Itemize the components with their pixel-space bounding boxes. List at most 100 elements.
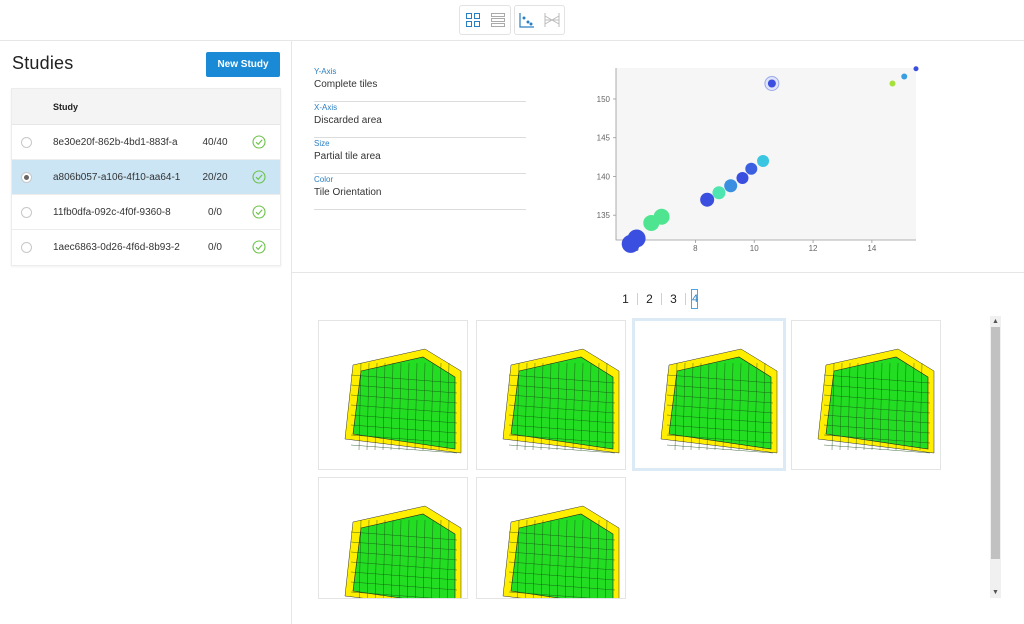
tile-grid-line bbox=[508, 404, 616, 414]
tile-grid-line bbox=[722, 362, 726, 451]
tile-grid-line bbox=[666, 374, 774, 384]
tile-grid-line bbox=[414, 519, 418, 608]
page-1[interactable]: 1 bbox=[622, 292, 629, 306]
data-point[interactable] bbox=[653, 208, 670, 225]
tile-grid-line bbox=[871, 362, 875, 451]
scroll-down-icon[interactable]: ▼ bbox=[992, 589, 999, 596]
result-thumbnail[interactable] bbox=[791, 320, 941, 470]
results-scrollbar[interactable]: ▲ ▼ bbox=[990, 316, 1001, 598]
tile-grid-line bbox=[508, 581, 616, 591]
tile-grid-line bbox=[564, 362, 568, 451]
tile-grid-line bbox=[564, 519, 568, 608]
tile-grid-line bbox=[879, 362, 883, 451]
data-point[interactable] bbox=[901, 73, 908, 80]
tile-grid-line bbox=[366, 519, 370, 608]
parallel-coordinates-button[interactable] bbox=[540, 6, 565, 34]
page-2[interactable]: 2 bbox=[646, 292, 653, 306]
data-point[interactable] bbox=[712, 186, 726, 200]
tile-grid-line bbox=[398, 362, 402, 451]
grid-view-button[interactable] bbox=[460, 6, 485, 34]
tile-grid-line bbox=[508, 394, 616, 404]
tile-layout-preview bbox=[502, 348, 620, 454]
scroll-up-icon[interactable]: ▲ bbox=[992, 318, 999, 325]
y-axis-setting[interactable]: Y-Axis Complete tiles bbox=[314, 66, 526, 102]
scrollbar-thumb[interactable] bbox=[991, 327, 1000, 559]
data-point[interactable] bbox=[700, 192, 715, 207]
result-thumbnail[interactable] bbox=[476, 477, 626, 611]
page-3[interactable]: 3 bbox=[670, 292, 677, 306]
tile-grid-line bbox=[823, 394, 931, 404]
study-radio[interactable] bbox=[21, 207, 32, 218]
tile-grid-line bbox=[406, 519, 410, 608]
tile-grid-line bbox=[666, 384, 774, 394]
y-tick-label: 150 bbox=[597, 95, 611, 104]
x-axis-value[interactable]: Discarded area bbox=[314, 115, 382, 126]
tile-grid-line bbox=[911, 362, 915, 451]
study-id: 11fb0dfa-092c-4f0f-9360-8 bbox=[53, 206, 171, 218]
scatter-view-button[interactable] bbox=[515, 6, 540, 34]
study-count: 40/40 bbox=[202, 136, 228, 148]
tile-grid-line bbox=[823, 424, 931, 434]
study-radio[interactable] bbox=[21, 172, 32, 183]
tile-grid-line bbox=[548, 362, 552, 451]
tile-grid-line bbox=[508, 531, 616, 541]
new-study-button[interactable]: New Study bbox=[206, 52, 280, 77]
x-tick-label: 12 bbox=[809, 244, 818, 253]
study-radio[interactable] bbox=[21, 242, 32, 253]
page-separator bbox=[685, 293, 686, 305]
size-value[interactable]: Partial tile area bbox=[314, 151, 381, 162]
data-point[interactable] bbox=[736, 172, 749, 185]
tile-grid-line bbox=[350, 581, 458, 591]
tile-grid-line bbox=[580, 519, 584, 608]
data-point[interactable] bbox=[627, 229, 646, 248]
data-point[interactable] bbox=[913, 66, 919, 72]
tile-grid-line bbox=[390, 362, 394, 451]
study-count: 20/20 bbox=[202, 171, 228, 183]
tile-grid-line bbox=[350, 414, 458, 424]
tile-grid-line bbox=[666, 424, 774, 434]
tile-grid-line bbox=[446, 362, 450, 451]
tile-grid-line bbox=[350, 384, 458, 394]
tile-grid-line bbox=[438, 519, 442, 608]
tile-grid-line bbox=[690, 362, 694, 451]
list-view-button[interactable] bbox=[485, 6, 510, 34]
tile-layout-preview bbox=[817, 348, 935, 454]
x-axis-label: X-Axis bbox=[314, 103, 338, 112]
color-value[interactable]: Tile Orientation bbox=[314, 187, 382, 198]
tile-grid-line bbox=[887, 362, 891, 451]
tile-grid-line bbox=[438, 362, 442, 451]
tile-grid-line bbox=[430, 519, 434, 608]
tile-grid-line bbox=[604, 519, 608, 608]
y-axis-value[interactable]: Complete tiles bbox=[314, 79, 378, 90]
data-point[interactable] bbox=[745, 162, 758, 175]
data-point[interactable] bbox=[889, 80, 896, 87]
tile-grid-line bbox=[580, 362, 584, 451]
section-divider bbox=[292, 272, 1024, 273]
result-thumbnail[interactable] bbox=[318, 320, 468, 470]
size-setting[interactable]: Size Partial tile area bbox=[314, 138, 526, 174]
tile-grid-line bbox=[847, 362, 851, 451]
y-tick-label: 145 bbox=[597, 134, 611, 143]
page-4[interactable]: 4 bbox=[691, 289, 698, 309]
result-thumbnail[interactable] bbox=[476, 320, 626, 470]
result-thumbnail[interactable] bbox=[318, 477, 468, 611]
study-id: 8e30e20f-862b-4bd1-883f-a bbox=[53, 136, 178, 148]
tile-grid-line bbox=[895, 362, 899, 451]
color-setting[interactable]: Color Tile Orientation bbox=[314, 174, 526, 210]
study-radio[interactable] bbox=[21, 137, 32, 148]
plot-axes bbox=[615, 68, 916, 241]
study-row[interactable]: a806b057-a106-4f10-aa64-1 20/20 bbox=[12, 160, 280, 195]
data-point[interactable] bbox=[767, 79, 776, 88]
study-row[interactable]: 11fb0dfa-092c-4f0f-9360-8 0/0 bbox=[12, 195, 280, 230]
data-point[interactable] bbox=[724, 179, 738, 193]
study-row[interactable]: 1aec6863-0d26-4f6d-8b93-2 0/0 bbox=[12, 230, 280, 265]
page-separator bbox=[637, 293, 638, 305]
tile-grid-line bbox=[666, 434, 774, 444]
tile-grid-line bbox=[508, 424, 616, 434]
result-thumbnail-selected[interactable] bbox=[632, 318, 786, 471]
data-point[interactable] bbox=[757, 154, 770, 167]
x-axis-setting[interactable]: X-Axis Discarded area bbox=[314, 102, 526, 138]
tile-grid-line bbox=[532, 362, 536, 451]
study-row[interactable]: 8e30e20f-862b-4bd1-883f-a 40/40 bbox=[12, 125, 280, 160]
